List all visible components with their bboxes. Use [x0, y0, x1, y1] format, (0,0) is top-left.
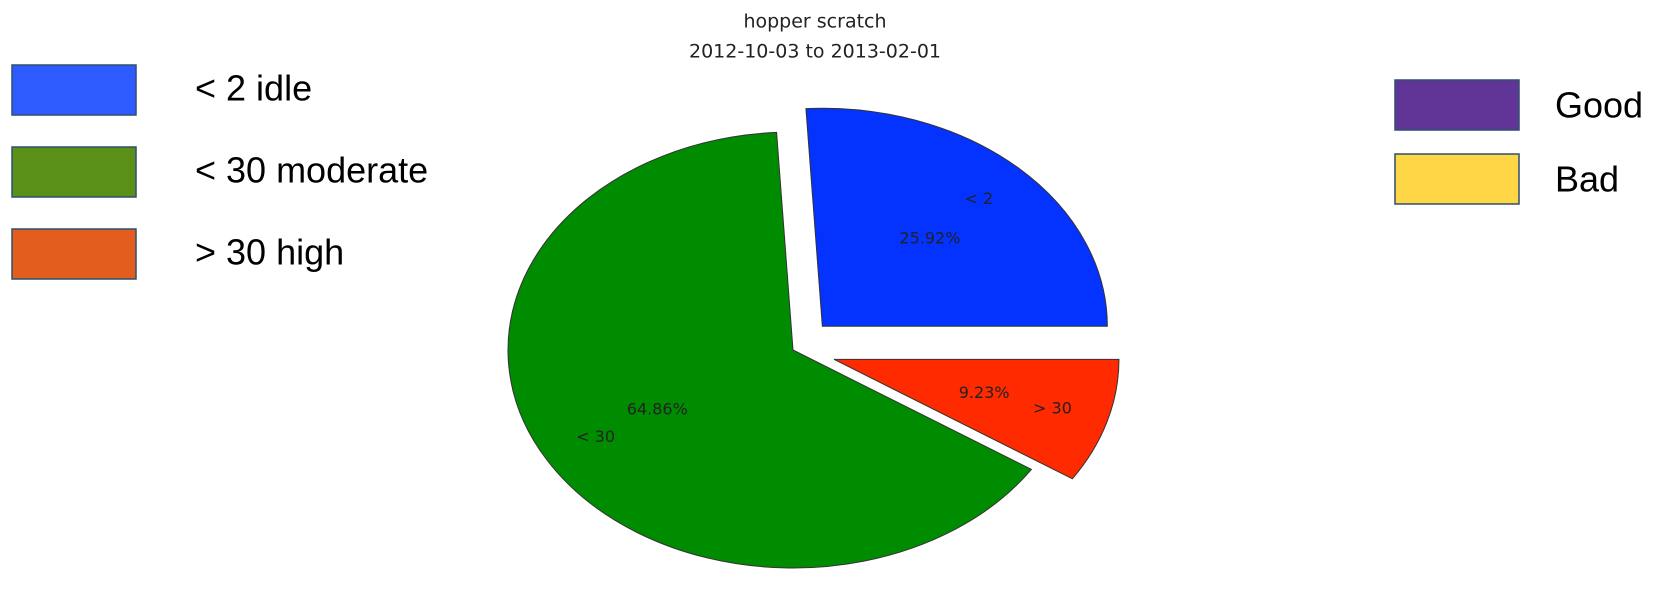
legend-label: < 30 moderate	[195, 150, 428, 191]
pie-slice	[507, 131, 1033, 569]
legend-label: Bad	[1555, 159, 1619, 200]
slice-label: > 30	[1033, 399, 1072, 418]
legend-swatch	[11, 228, 137, 280]
legend-swatch	[11, 146, 137, 198]
chart-title: hopper scratch	[743, 11, 886, 33]
slice-label: < 30	[576, 427, 615, 446]
legend-label: < 2 idle	[195, 68, 312, 109]
legend-label: Good	[1555, 85, 1643, 126]
pie-slice	[805, 107, 1108, 327]
value-label: 25.92%	[899, 229, 960, 248]
chart-subtitle: 2012-10-03 to 2013-02-01	[689, 41, 941, 63]
pie-slice	[833, 358, 1120, 480]
legend-swatch	[11, 64, 137, 116]
legend-swatch	[1394, 79, 1520, 131]
value-label: 64.86%	[627, 400, 688, 419]
legend-swatch	[1394, 153, 1520, 205]
slice-label: < 2	[965, 189, 994, 208]
value-label: 9.23%	[959, 383, 1010, 402]
legend-label: > 30 high	[195, 232, 344, 273]
